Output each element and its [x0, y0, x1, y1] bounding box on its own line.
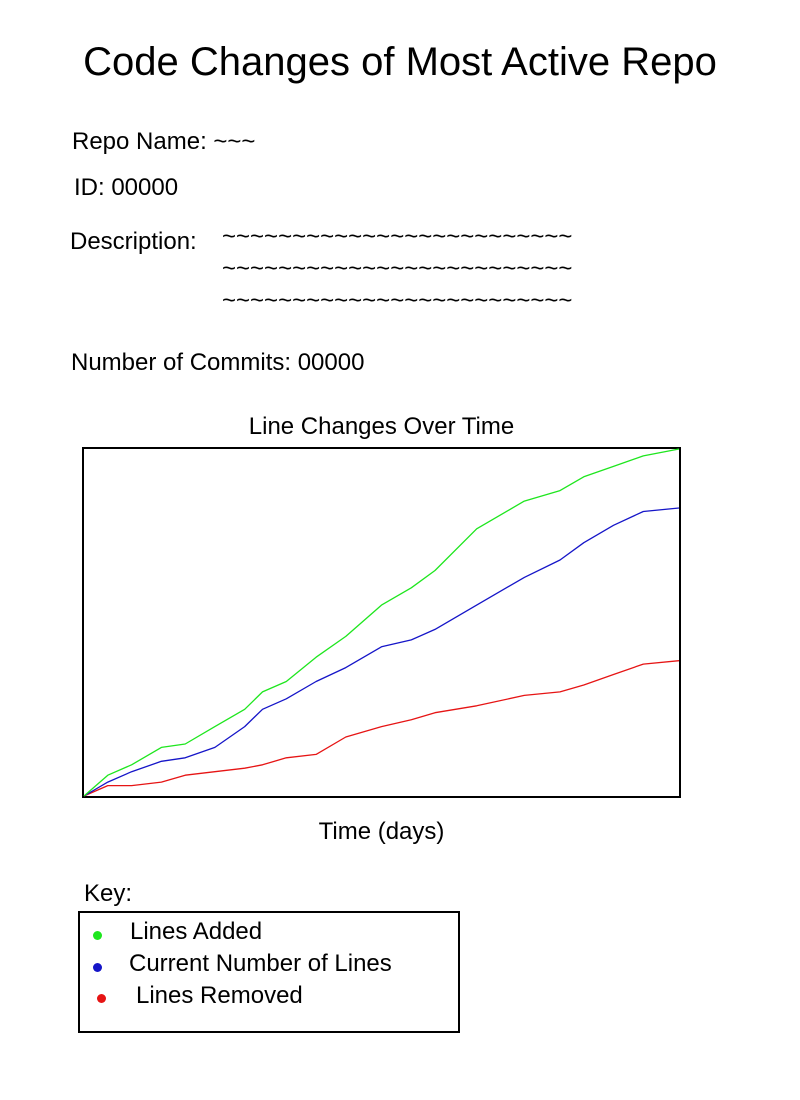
legend-item-lines-removed: Lines Removed	[136, 982, 303, 1009]
legend-item-current-lines: Current Number of Lines	[129, 950, 392, 977]
legend-title: Key:	[84, 880, 133, 907]
description-line: ~~~~~~~~~~~~~~~~~~~~~~~~~	[222, 255, 573, 282]
chart-title: Line Changes Over Time	[248, 413, 515, 440]
lines-removed-series	[83, 660, 680, 797]
description-line: ~~~~~~~~~~~~~~~~~~~~~~~~~	[222, 223, 573, 250]
lines-added-series	[83, 448, 680, 797]
description-label: Description:	[70, 228, 197, 255]
plot-frame	[82, 447, 681, 798]
repo-name: Repo Name: ~~~	[72, 128, 256, 155]
red-dot-icon	[97, 994, 106, 1003]
commit-count: Number of Commits: 00000	[71, 349, 365, 376]
legend-box: Lines Added Current Number of Lines Line…	[78, 911, 460, 1033]
description-text: ~~~~~~~~~~~~~~~~~~~~~~~~~ ~~~~~~~~~~~~~~…	[222, 221, 572, 317]
current-lines-series	[83, 507, 680, 797]
page-title: Code Changes of Most Active Repo	[83, 40, 717, 84]
description-line: ~~~~~~~~~~~~~~~~~~~~~~~~~	[222, 287, 573, 314]
legend-item-lines-added: Lines Added	[130, 918, 263, 945]
blue-dot-icon	[93, 963, 102, 972]
x-axis-label: Time (days)	[318, 818, 445, 845]
green-dot-icon	[93, 931, 102, 940]
repo-id: ID: 00000	[74, 174, 179, 201]
